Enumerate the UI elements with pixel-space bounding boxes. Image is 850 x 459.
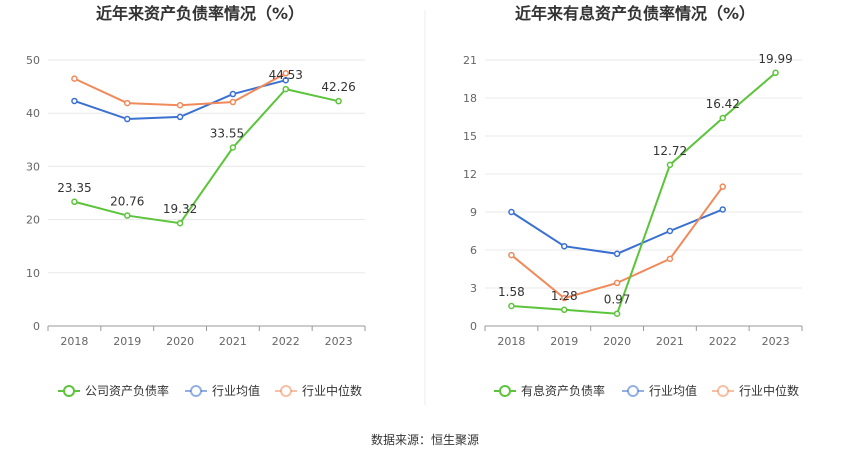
data-label: 44.53 bbox=[269, 68, 303, 82]
x-tick-label: 2020 bbox=[166, 335, 194, 348]
y-tick-label: 15 bbox=[463, 130, 477, 143]
data-point[interactable] bbox=[666, 255, 674, 263]
chart-interest-debt-ratio: 近年来有息资产负债率情况（%） 0 3 6 9 12 15 18 21 2018 2019 2020… bbox=[463, 4, 803, 398]
y-tick-label: 40 bbox=[26, 107, 40, 120]
chart-title: 近年来资产负债率情况（%） bbox=[96, 4, 304, 23]
data-point[interactable] bbox=[71, 75, 78, 82]
data-label: 19.32 bbox=[163, 202, 197, 216]
x-tick-label: 2022 bbox=[272, 335, 300, 348]
data-point[interactable] bbox=[613, 310, 621, 317]
x-tick-label: 2023 bbox=[762, 335, 790, 348]
data-label: 42.26 bbox=[321, 80, 355, 94]
legend-item[interactable]: 行业中位数 bbox=[712, 383, 799, 398]
data-point[interactable] bbox=[508, 208, 515, 216]
data-point[interactable] bbox=[71, 97, 78, 105]
data-label: 1.58 bbox=[498, 285, 525, 299]
y-tick-label: 12 bbox=[463, 168, 477, 181]
data-label: 12.72 bbox=[653, 144, 687, 158]
legend-item[interactable]: 行业均值 bbox=[185, 383, 260, 398]
data-point[interactable] bbox=[719, 114, 726, 122]
data-point[interactable] bbox=[719, 183, 726, 190]
legend-swatch-marker bbox=[627, 385, 639, 397]
y-tick-label: 3 bbox=[470, 282, 477, 295]
series-line bbox=[511, 72, 777, 315]
data-point[interactable] bbox=[282, 85, 289, 93]
data-point[interactable] bbox=[561, 294, 568, 302]
legend-label: 公司资产负债率 bbox=[85, 383, 169, 398]
data-point[interactable] bbox=[508, 251, 515, 259]
data-point[interactable] bbox=[666, 227, 674, 235]
legend-item[interactable]: 有息资产负债率 bbox=[494, 383, 605, 398]
x-tick-label: 2018 bbox=[60, 335, 88, 348]
data-label: 16.42 bbox=[706, 97, 740, 111]
data-point[interactable] bbox=[71, 198, 78, 206]
legend-swatch-marker bbox=[717, 385, 729, 397]
legend-item[interactable]: 公司资产负债率 bbox=[58, 383, 169, 398]
data-label: 0.97 bbox=[604, 293, 631, 307]
y-tick-label: 18 bbox=[463, 92, 477, 105]
data-point[interactable] bbox=[613, 250, 621, 258]
data-point[interactable] bbox=[335, 97, 342, 105]
legend-label: 行业中位数 bbox=[739, 383, 799, 398]
x-tick-label: 2022 bbox=[709, 335, 737, 348]
data-point[interactable] bbox=[176, 113, 184, 121]
legend-swatch-marker bbox=[190, 385, 202, 397]
data-point[interactable] bbox=[124, 115, 131, 123]
data-point[interactable] bbox=[124, 99, 131, 107]
y-tick-label: 21 bbox=[463, 54, 477, 67]
x-tick-label: 2018 bbox=[497, 335, 525, 348]
x-tick-label: 2021 bbox=[656, 335, 684, 348]
y-tick-label: 10 bbox=[26, 267, 40, 280]
legend-swatch-marker bbox=[63, 385, 75, 397]
data-label: 19.99 bbox=[758, 52, 792, 66]
data-point[interactable] bbox=[229, 98, 237, 106]
y-tick-label: 30 bbox=[26, 160, 40, 173]
x-tick-label: 2023 bbox=[325, 335, 353, 348]
data-point[interactable] bbox=[508, 302, 515, 310]
y-tick-label: 50 bbox=[26, 54, 40, 67]
y-tick-label: 20 bbox=[26, 214, 40, 227]
legend-label: 行业均值 bbox=[212, 383, 260, 398]
chart-debt-ratio: 近年来资产负债率情况（%） 0 10 20 30 40 50 2018 2019 2020 202… bbox=[26, 4, 366, 398]
chart-title: 近年来有息资产负债率情况（%） bbox=[515, 4, 755, 23]
data-point[interactable] bbox=[613, 279, 621, 287]
data-point[interactable] bbox=[561, 242, 568, 250]
legend-label: 行业均值 bbox=[649, 383, 697, 398]
x-tick-label: 2020 bbox=[603, 335, 631, 348]
x-tick-label: 2021 bbox=[219, 335, 247, 348]
data-label: 20.76 bbox=[110, 195, 144, 209]
data-point[interactable] bbox=[772, 69, 779, 77]
y-tick-label: 0 bbox=[470, 320, 477, 333]
data-label: 33.55 bbox=[210, 127, 244, 141]
data-point[interactable] bbox=[282, 70, 289, 77]
x-tick-label: 2019 bbox=[113, 335, 141, 348]
x-tick-label: 2019 bbox=[550, 335, 578, 348]
data-label: 23.35 bbox=[57, 181, 91, 195]
legend-swatch-marker bbox=[280, 385, 292, 397]
data-source: 数据来源：恒生聚源 bbox=[371, 432, 479, 447]
plot-area: 0 3 6 9 12 15 18 21 2018 2019 2020 2021 2022 2023 1.58… bbox=[463, 52, 803, 398]
data-point[interactable] bbox=[282, 76, 289, 84]
legend-item[interactable]: 行业中位数 bbox=[275, 383, 362, 398]
data-point[interactable] bbox=[176, 219, 184, 227]
data-point[interactable] bbox=[666, 161, 674, 169]
data-point[interactable] bbox=[229, 144, 237, 151]
series-line bbox=[74, 87, 339, 225]
data-label: 1.28 bbox=[551, 289, 578, 303]
y-tick-label: 0 bbox=[33, 320, 40, 333]
plot-area: 0 10 20 30 40 50 2018 2019 2020 2021 2022 2023 23.35… bbox=[26, 54, 366, 398]
legend-label: 行业中位数 bbox=[302, 383, 362, 398]
legend-label: 有息资产负债率 bbox=[521, 383, 605, 398]
data-point[interactable] bbox=[719, 206, 726, 213]
data-point[interactable] bbox=[561, 306, 568, 314]
legend-item[interactable]: 行业均值 bbox=[622, 383, 697, 398]
legend-swatch-marker bbox=[499, 385, 511, 397]
y-tick-label: 6 bbox=[470, 244, 477, 257]
data-point[interactable] bbox=[124, 212, 131, 219]
data-point[interactable] bbox=[229, 90, 237, 98]
data-point[interactable] bbox=[176, 101, 184, 109]
y-tick-label: 9 bbox=[470, 206, 477, 219]
